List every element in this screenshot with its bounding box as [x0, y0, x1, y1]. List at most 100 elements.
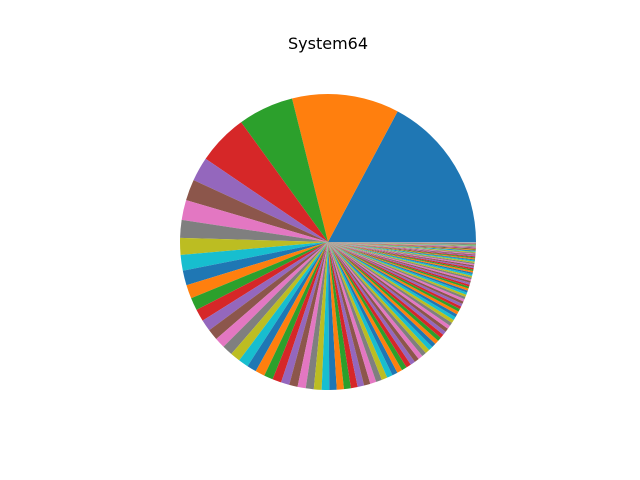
- pie-slice: [328, 242, 475, 265]
- pie-slice: [247, 242, 328, 372]
- pie-slice: [328, 242, 476, 245]
- pie-slice: [328, 242, 407, 371]
- pie-slice: [328, 242, 476, 248]
- pie-slice: [328, 242, 403, 373]
- pie-slice: [328, 242, 476, 253]
- pie-slice: [328, 242, 454, 323]
- pie-slice: [328, 242, 441, 341]
- pie-slice: [328, 242, 476, 244]
- pie-slice: [328, 242, 423, 359]
- pie-slice: [328, 242, 473, 275]
- pie-slice: [328, 242, 415, 365]
- pie-slice: [328, 242, 371, 386]
- pie-slice: [328, 242, 476, 258]
- pie-slice: [328, 242, 468, 295]
- pie-slice: [328, 242, 382, 382]
- chart-title: System64: [288, 34, 368, 53]
- pie-slice: [328, 242, 426, 357]
- pie-slice: [328, 242, 474, 273]
- pie-slice: [209, 242, 328, 339]
- pie-slice: [328, 242, 337, 390]
- pie-slice: [328, 242, 475, 262]
- pie-slice: [205, 122, 328, 242]
- pie-slice: [328, 242, 448, 332]
- pie-slice: [328, 242, 393, 378]
- pie-slice: [328, 242, 476, 247]
- pie-slice: [328, 242, 465, 302]
- pie-slice: [264, 242, 328, 380]
- pie-slice: [328, 242, 460, 312]
- pie-slice: [180, 219, 328, 242]
- pie-slice: [281, 242, 328, 385]
- pie-slice: [328, 242, 365, 387]
- pie-slice: [328, 242, 468, 293]
- pie-slice: [328, 242, 476, 254]
- pie-slice: [328, 242, 351, 390]
- pie-slice: [328, 242, 458, 318]
- pie-slice: [328, 242, 473, 276]
- pie-slice: [231, 242, 328, 361]
- pie-slice: [202, 242, 328, 331]
- pie-slice: [328, 242, 473, 278]
- pie-slice: [328, 242, 476, 259]
- pie-slice: [328, 242, 464, 304]
- pie-slice: [181, 200, 328, 242]
- pie-slice: [328, 242, 462, 310]
- pie-slice: [328, 242, 476, 244]
- pie-slice: [328, 242, 456, 320]
- pie-slice: [328, 242, 450, 329]
- pie-slice: [328, 242, 474, 269]
- pie-slice: [193, 158, 328, 242]
- pie-slice: [328, 242, 411, 368]
- pie-slice: [328, 242, 474, 272]
- pie-slice: [328, 242, 476, 246]
- pie-slice: [328, 242, 472, 280]
- pie-slice: [328, 242, 476, 247]
- pie-slice: [272, 242, 328, 383]
- pie-slice: [328, 242, 436, 347]
- pie-slice: [328, 242, 476, 244]
- pie-slice: [328, 242, 470, 289]
- pie-slice: [328, 242, 476, 252]
- pie-slice: [328, 242, 475, 266]
- pie-slices: [179, 94, 477, 390]
- pie-slice: [328, 242, 476, 251]
- pie-slice: [328, 242, 476, 243]
- pie-slice: [239, 242, 328, 367]
- pie-slice: [241, 98, 328, 242]
- pie-slice: [289, 242, 328, 387]
- pie-slice: [186, 180, 328, 242]
- pie-slice: [328, 242, 444, 338]
- pie-slice: [292, 94, 398, 242]
- pie-slice: [328, 242, 472, 282]
- pie-slice: [313, 242, 328, 390]
- pie-slice: [328, 242, 476, 257]
- pie-slice: [328, 242, 476, 245]
- pie-slice: [328, 242, 377, 384]
- pie-slice: [321, 242, 330, 390]
- pie-slice: [328, 242, 476, 260]
- pie-slice: [328, 242, 476, 249]
- pie-slice: [328, 242, 398, 376]
- pie-slice: [328, 242, 476, 248]
- pie-slice: [328, 242, 469, 291]
- pie-slice: [328, 242, 476, 252]
- pie-slice: [328, 242, 476, 255]
- pie-slice: [328, 242, 475, 261]
- pie-slice: [328, 242, 433, 351]
- pie-slice: [328, 242, 476, 243]
- pie-slice: [328, 242, 452, 326]
- pie-slice: [328, 242, 344, 390]
- pie-slice: [328, 242, 471, 283]
- pie-slice: [328, 242, 470, 287]
- pie-slice: [196, 242, 328, 321]
- pie-slice: [328, 242, 439, 344]
- pie-slice: [328, 242, 430, 354]
- pie-slice: [328, 242, 463, 307]
- pie-slice: [191, 242, 328, 310]
- pie-slice: [328, 242, 467, 297]
- pie-slice: [328, 242, 475, 267]
- pie-slice: [328, 242, 476, 246]
- pie-slice: [179, 237, 328, 255]
